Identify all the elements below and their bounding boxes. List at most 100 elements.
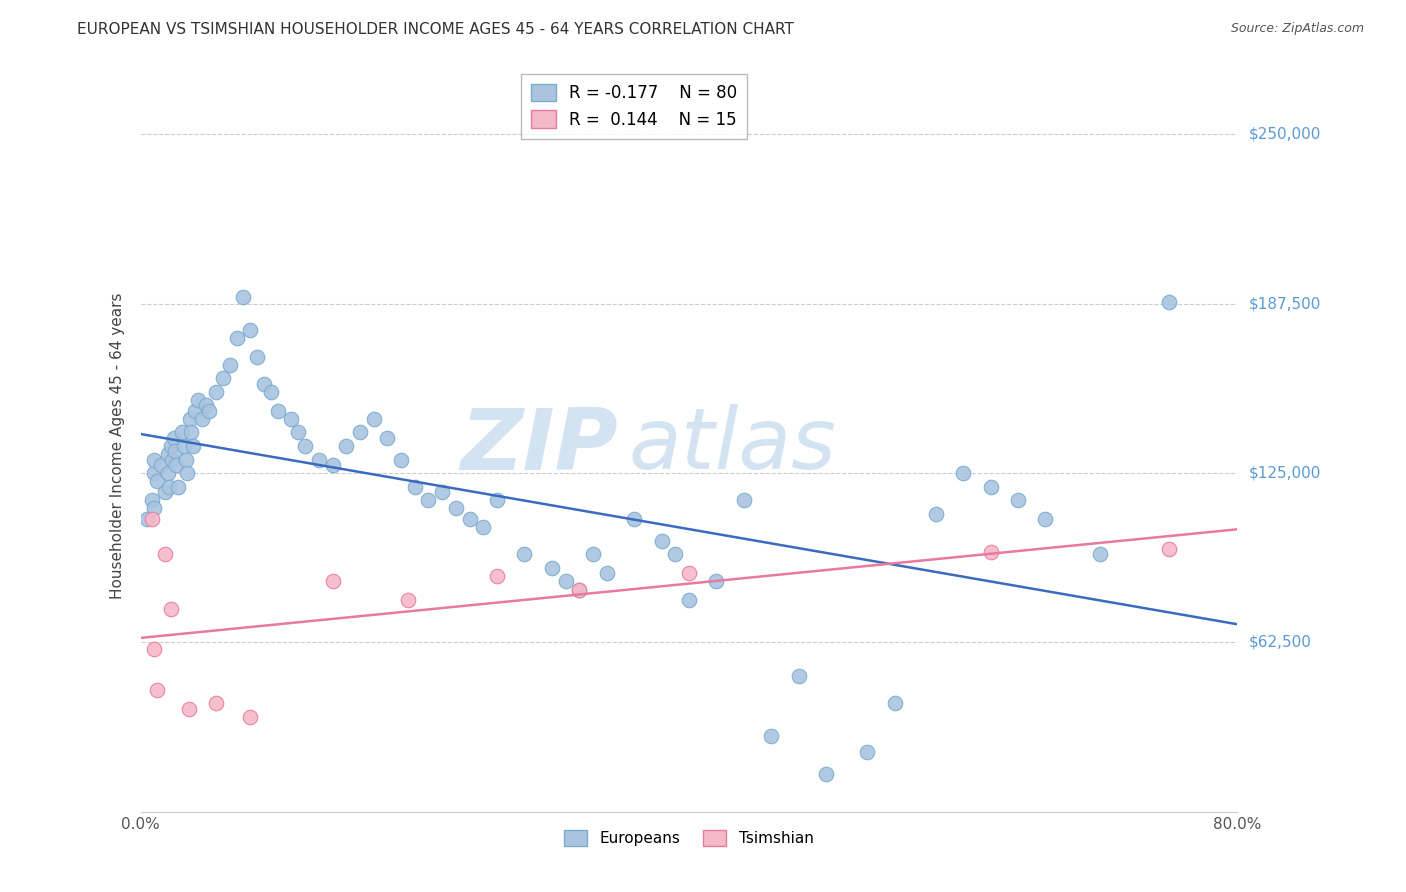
Point	[349, 425, 371, 440]
Point	[146, 682, 169, 697]
Point	[418, 493, 440, 508]
Point	[143, 642, 166, 657]
Point	[664, 547, 686, 561]
Point	[159, 601, 181, 615]
Text: ZIP: ZIP	[460, 404, 617, 488]
Point	[191, 412, 214, 426]
Point	[205, 384, 228, 399]
Point	[321, 574, 344, 589]
Point	[195, 398, 218, 412]
Point	[540, 561, 562, 575]
Point	[143, 501, 166, 516]
Point	[596, 566, 619, 581]
Point	[166, 480, 188, 494]
Point	[404, 480, 426, 494]
Point	[267, 404, 290, 418]
Point	[706, 574, 728, 589]
Point	[177, 702, 200, 716]
Point	[486, 493, 509, 508]
Point	[363, 412, 385, 426]
Point	[980, 544, 1002, 558]
Point	[157, 447, 180, 461]
Point	[205, 697, 228, 711]
Point	[260, 384, 283, 399]
Point	[211, 371, 233, 385]
Point	[430, 485, 453, 500]
Point	[1157, 295, 1180, 310]
Legend: Europeans, Tsimshian: Europeans, Tsimshian	[555, 821, 823, 855]
Text: Source: ZipAtlas.com: Source: ZipAtlas.com	[1230, 22, 1364, 36]
Point	[179, 412, 201, 426]
Point	[444, 501, 467, 516]
Point	[513, 547, 536, 561]
Point	[1007, 493, 1029, 508]
Point	[159, 439, 181, 453]
Y-axis label: Householder Income Ages 45 - 64 years: Householder Income Ages 45 - 64 years	[110, 293, 125, 599]
Point	[678, 593, 700, 607]
Point	[650, 533, 673, 548]
Point	[157, 466, 180, 480]
Point	[321, 458, 344, 472]
Point	[155, 547, 177, 561]
Point	[225, 331, 247, 345]
Point	[280, 412, 302, 426]
Point	[239, 322, 262, 336]
Point	[155, 485, 177, 500]
Point	[180, 425, 202, 440]
Text: $125,000: $125,000	[1249, 466, 1320, 481]
Point	[787, 669, 810, 683]
Point	[253, 376, 276, 391]
Point	[170, 425, 193, 440]
Text: atlas: atlas	[628, 404, 837, 488]
Text: $187,500: $187,500	[1249, 296, 1320, 311]
Point	[554, 574, 576, 589]
Point	[294, 439, 316, 453]
Point	[232, 290, 254, 304]
Point	[582, 547, 605, 561]
Text: $250,000: $250,000	[1249, 127, 1320, 142]
Point	[165, 458, 187, 472]
Point	[287, 425, 309, 440]
Point	[162, 431, 184, 445]
Point	[1035, 512, 1057, 526]
Point	[623, 512, 645, 526]
Point	[184, 404, 207, 418]
Point	[472, 520, 495, 534]
Point	[141, 493, 163, 508]
Point	[174, 452, 197, 467]
Point	[486, 569, 509, 583]
Point	[952, 466, 974, 480]
Point	[568, 582, 591, 597]
Point	[925, 507, 948, 521]
Point	[181, 439, 204, 453]
Point	[163, 444, 186, 458]
Point	[157, 480, 180, 494]
Point	[239, 710, 262, 724]
Text: $62,500: $62,500	[1249, 635, 1312, 650]
Point	[396, 593, 419, 607]
Point	[1157, 541, 1180, 556]
Point	[146, 474, 169, 488]
Point	[308, 452, 330, 467]
Point	[173, 439, 195, 453]
Point	[377, 431, 399, 445]
Point	[141, 512, 163, 526]
Point	[389, 452, 412, 467]
Point	[218, 358, 240, 372]
Point	[568, 582, 591, 597]
Point	[856, 745, 879, 759]
Text: EUROPEAN VS TSIMSHIAN HOUSEHOLDER INCOME AGES 45 - 64 YEARS CORRELATION CHART: EUROPEAN VS TSIMSHIAN HOUSEHOLDER INCOME…	[77, 22, 794, 37]
Point	[678, 566, 700, 581]
Point	[815, 766, 838, 780]
Point	[335, 439, 357, 453]
Point	[980, 480, 1002, 494]
Point	[733, 493, 755, 508]
Point	[1088, 547, 1111, 561]
Point	[160, 452, 183, 467]
Point	[187, 392, 209, 407]
Point	[176, 466, 198, 480]
Point	[143, 466, 166, 480]
Point	[458, 512, 481, 526]
Point	[136, 512, 159, 526]
Point	[150, 458, 173, 472]
